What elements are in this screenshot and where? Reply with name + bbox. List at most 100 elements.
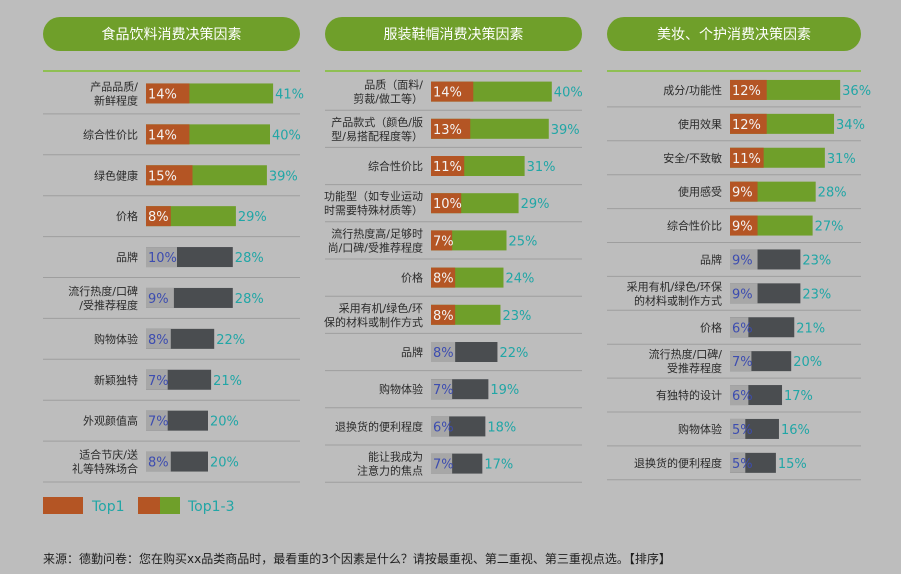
value-label-top1-3: 28% — [235, 251, 264, 266]
value-label-top1-3: 17% — [484, 458, 513, 473]
category-label: 剪裁/做工等） — [353, 92, 423, 106]
bar-top1 — [146, 165, 193, 186]
value-label-top1: 7% — [433, 234, 454, 249]
bar-top1 — [431, 267, 456, 288]
category-label: 退换货的便利程度 — [634, 456, 722, 470]
category-label: 购物体验 — [379, 382, 423, 396]
value-label-top1: 12% — [732, 118, 761, 133]
value-label-top1-3: 25% — [509, 234, 538, 249]
bar-top1 — [730, 249, 758, 270]
category-label: 适合节庆/送 — [79, 448, 138, 462]
bar-top1 — [431, 156, 465, 176]
value-label-top1-3: 22% — [216, 333, 245, 348]
panel-title-pill — [607, 17, 861, 51]
value-label-top1: 8% — [148, 210, 169, 225]
value-label-top1-3: 16% — [781, 423, 810, 438]
category-label: 价格 — [116, 209, 138, 223]
value-label-top1-3: 36% — [842, 84, 871, 99]
bar-top1 — [730, 113, 767, 134]
value-label-top1: 10% — [433, 197, 462, 212]
value-label-top1: 15% — [148, 169, 177, 184]
category-label: 价格 — [700, 320, 722, 334]
category-label: 新颖独特 — [94, 373, 138, 387]
category-label: 品牌 — [401, 345, 423, 359]
bar-top1 — [431, 416, 450, 437]
bar-top1 — [730, 351, 752, 372]
value-label-top1-3: 29% — [521, 197, 550, 212]
value-label-top1: 14% — [433, 86, 462, 101]
value-label-top1: 11% — [732, 152, 761, 167]
bar-top1 — [146, 328, 171, 349]
legend: Top1 Top1-3 — [43, 497, 235, 515]
bar-top1 — [146, 369, 168, 390]
value-label-top1-3: 31% — [827, 152, 856, 167]
category-label: 品质（面料/ — [364, 78, 423, 92]
legend-label-top1: Top1 — [91, 499, 125, 515]
value-label-top1: 7% — [148, 415, 169, 430]
value-label-top1-3: 21% — [213, 374, 242, 389]
legend-label-top3: Top1-3 — [187, 499, 235, 515]
panel-title-pill — [325, 17, 582, 51]
value-label-top1-3: 18% — [487, 420, 516, 435]
value-label-top1: 14% — [148, 87, 177, 102]
bar-top1 — [431, 81, 474, 102]
value-label-top1-3: 40% — [272, 128, 301, 143]
value-label-top1: 8% — [148, 456, 169, 471]
bar-top1 — [431, 193, 462, 214]
value-label-top1: 7% — [732, 355, 753, 370]
value-label-top1: 7% — [433, 458, 454, 473]
category-label: 礼等特殊场合 — [72, 462, 138, 476]
value-label-top1-3: 31% — [527, 160, 556, 175]
category-label: 品牌 — [700, 252, 722, 266]
category-label: 购物体验 — [678, 422, 722, 436]
category-label: 流行热度/口碑 — [68, 284, 138, 298]
category-label: 外观颜值高 — [83, 414, 138, 428]
category-label: 使用感受 — [678, 186, 722, 199]
value-label-top1-3: 20% — [210, 456, 239, 471]
bar-top1 — [730, 147, 764, 168]
bar-top1 — [730, 215, 758, 236]
value-label-top1-3: 28% — [235, 292, 264, 307]
bar-top1 — [431, 342, 456, 362]
category-label: 品牌 — [116, 250, 138, 264]
category-label: 有独特的设计 — [656, 388, 722, 402]
bar-top1 — [146, 451, 171, 472]
category-label: 流行热度高/足够时 — [331, 226, 423, 240]
value-label-top1-3: 20% — [210, 415, 239, 430]
category-label: 使用效果 — [678, 117, 722, 131]
value-label-top1: 9% — [732, 220, 753, 235]
value-label-top1: 14% — [148, 128, 177, 143]
category-label: 安全/不致敏 — [663, 151, 722, 165]
category-label: 产品款式（颜色/版 — [331, 115, 423, 129]
category-label: 采用有机/绿色/环 — [339, 301, 423, 315]
category-label: 绿色健康 — [94, 168, 138, 182]
value-label-top1: 6% — [732, 389, 753, 404]
category-label: 型/易搭配程度等） — [331, 129, 423, 143]
bar-top1 — [431, 304, 456, 325]
value-label-top1: 6% — [732, 321, 753, 336]
value-label-top1-3: 23% — [802, 287, 831, 302]
bar-top1 — [730, 283, 758, 304]
value-label-top1-3: 39% — [551, 123, 580, 138]
bar-top1 — [730, 418, 746, 439]
value-label-top1-3: 40% — [554, 86, 583, 101]
value-label-top1: 9% — [148, 292, 169, 307]
value-label-top1: 12% — [732, 84, 761, 99]
category-label: 的材料或制作方式 — [634, 293, 722, 307]
value-label-top1: 9% — [732, 253, 753, 268]
value-label-top1: 7% — [148, 374, 169, 389]
bar-top1 — [431, 118, 471, 139]
value-label-top1-3: 20% — [793, 355, 822, 370]
category-label: 注意力的焦点 — [357, 464, 423, 478]
panel-title-pill — [43, 17, 300, 51]
value-label-top1: 11% — [433, 160, 462, 175]
value-label-top1: 5% — [732, 457, 753, 472]
value-label-top1-3: 15% — [778, 457, 807, 472]
category-label: 时需要特殊材质等） — [324, 203, 423, 217]
category-label: 能让我成为 — [368, 450, 423, 464]
category-label: 综合性价比 — [83, 127, 138, 141]
category-label: 保的材料或制作方式 — [324, 315, 423, 329]
source-note: 来源：德勤问卷：您在购买xx品类商品时，最看重的3个因素是什么？请按最重视、第二… — [43, 551, 671, 566]
value-label-top1: 8% — [433, 309, 454, 324]
